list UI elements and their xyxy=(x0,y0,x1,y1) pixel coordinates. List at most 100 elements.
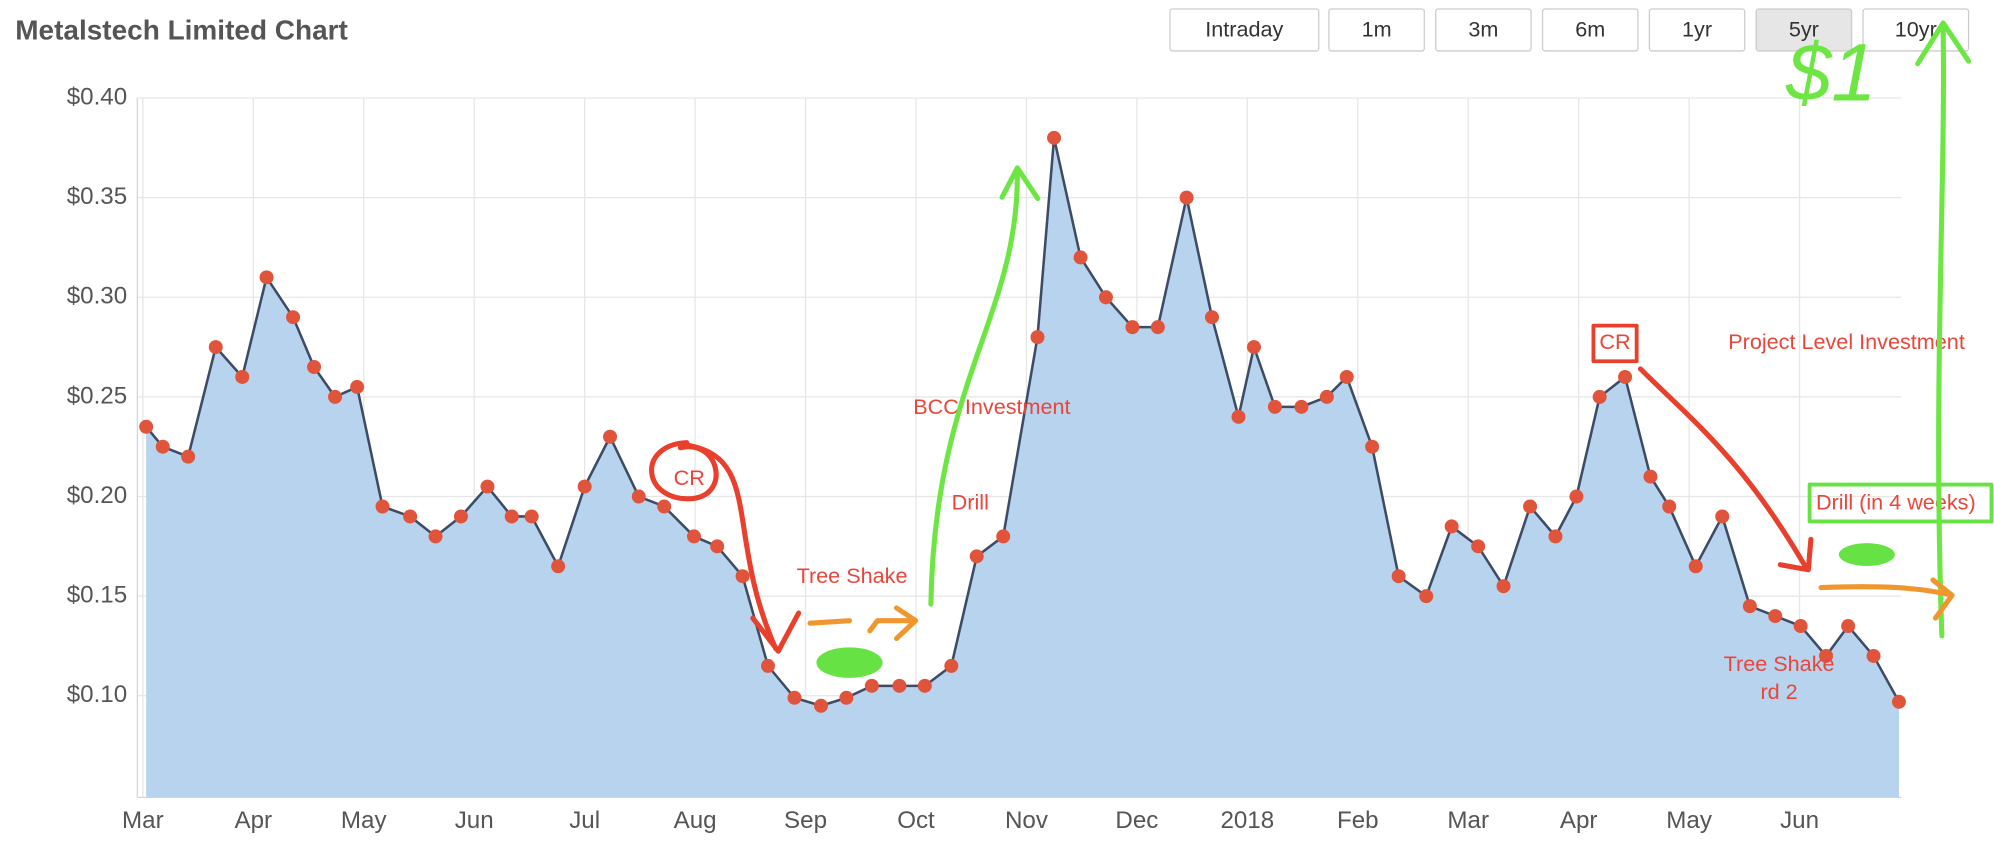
marker xyxy=(1715,509,1730,524)
x-tick-label: Jun xyxy=(1780,807,1819,834)
grid: $0.10 $0.15 $0.20 $0.25 $0.30 $0.35 $0.40 Mar Ap… xyxy=(67,83,1902,834)
green-arrow xyxy=(1915,20,1972,639)
range-button[interactable] xyxy=(1541,8,1639,52)
annotation: Tree Shake xyxy=(797,563,908,588)
range-button[interactable] xyxy=(1648,8,1746,52)
marker xyxy=(631,489,646,504)
marker xyxy=(1819,648,1834,663)
x-tick-label: Mar xyxy=(122,807,164,834)
annotation: BCC Investment xyxy=(913,394,1070,419)
marker xyxy=(892,678,907,693)
marker xyxy=(814,698,828,713)
range-button-label[interactable]: 5yr xyxy=(1789,16,1819,41)
marker xyxy=(1643,469,1658,484)
marker xyxy=(1246,340,1261,355)
marker xyxy=(328,389,343,404)
range-button-label[interactable]: 6m xyxy=(1575,16,1605,41)
annotation: Project Level Investment xyxy=(1728,329,1965,354)
marker xyxy=(917,678,932,693)
plot xyxy=(139,130,1906,798)
marker xyxy=(710,539,725,554)
x-tick-label: Dec xyxy=(1115,807,1158,834)
marker xyxy=(577,479,592,494)
x-tick-label: 2018 xyxy=(1220,807,1274,834)
x-tick-label: Jun xyxy=(455,807,494,834)
marker xyxy=(524,509,539,524)
range-button-label[interactable]: 1m xyxy=(1362,16,1392,41)
range-button-label[interactable]: 3m xyxy=(1468,16,1498,41)
range-button[interactable] xyxy=(1755,8,1853,52)
marker xyxy=(1419,589,1434,604)
marker xyxy=(1204,310,1219,325)
annotation: Drill (in 4 weeks) xyxy=(1816,489,1976,514)
marker xyxy=(480,479,495,494)
marker xyxy=(1179,190,1194,205)
marker xyxy=(235,369,250,384)
marker xyxy=(1496,579,1511,594)
range-buttons: Intraday 1m 3m 6m 1yr 5yr 10yr xyxy=(1169,8,1970,52)
marker xyxy=(1319,389,1334,404)
marker xyxy=(1618,369,1633,384)
hand-drawings xyxy=(649,20,1994,678)
x-tick-label: Nov xyxy=(1005,807,1048,834)
marker xyxy=(1339,369,1354,384)
range-button-label[interactable]: 10yr xyxy=(1895,16,1937,41)
y-tick-label: $0.15 xyxy=(67,582,127,609)
marker xyxy=(155,439,170,454)
marker xyxy=(944,658,959,673)
marker xyxy=(375,499,390,514)
marker xyxy=(1471,539,1486,554)
x-tick-label: May xyxy=(341,807,388,834)
red-circle xyxy=(649,440,719,502)
marker xyxy=(259,270,274,285)
y-tick-label: $0.10 xyxy=(67,681,127,708)
marker xyxy=(307,360,322,375)
marker xyxy=(1768,609,1783,624)
marker xyxy=(864,678,879,693)
range-button-label[interactable]: Intraday xyxy=(1205,16,1283,41)
red-arrow xyxy=(1637,366,1814,573)
x-tick-label: Oct xyxy=(897,807,935,834)
orange-arrow xyxy=(1818,577,1955,621)
marker xyxy=(1047,130,1062,145)
marker xyxy=(657,499,672,514)
marker xyxy=(996,529,1011,544)
green-box xyxy=(1807,482,1994,524)
marker xyxy=(1444,519,1459,534)
annotations: BCC Investment Drill Tree Shake CR CR Project… xyxy=(674,27,1976,703)
marker xyxy=(1742,599,1757,614)
range-button[interactable] xyxy=(1169,8,1320,52)
range-button[interactable] xyxy=(1328,8,1425,52)
x-tick-label: Apr xyxy=(235,807,273,834)
red-arrow xyxy=(684,442,802,654)
orange-arrow xyxy=(807,605,919,642)
green-blob xyxy=(816,647,883,678)
area xyxy=(146,137,1899,798)
marker xyxy=(286,310,301,325)
marker xyxy=(839,690,854,705)
range-button-label[interactable]: 1yr xyxy=(1682,16,1712,41)
marker xyxy=(1030,330,1045,345)
marker xyxy=(453,509,468,524)
green-blob xyxy=(1838,543,1895,566)
x-tick-label: Mar xyxy=(1447,807,1489,834)
marker xyxy=(1548,529,1563,544)
annotation: Drill xyxy=(952,489,989,514)
marker xyxy=(1391,569,1406,584)
marker xyxy=(1662,499,1677,514)
marker xyxy=(760,658,775,673)
x-tick-label: Jul xyxy=(569,807,600,834)
x-tick-label: Aug xyxy=(674,807,717,834)
marker xyxy=(1841,619,1856,634)
y-tick-label: $0.40 xyxy=(67,83,127,110)
marker xyxy=(1523,499,1538,514)
marker xyxy=(603,429,618,444)
marker xyxy=(1592,389,1607,404)
range-button[interactable] xyxy=(1435,8,1532,52)
marker xyxy=(139,419,154,434)
annotation: Tree Shake xyxy=(1724,651,1835,676)
x-tick-label: Sep xyxy=(784,807,827,834)
marker xyxy=(1073,250,1088,265)
marker xyxy=(504,509,519,524)
